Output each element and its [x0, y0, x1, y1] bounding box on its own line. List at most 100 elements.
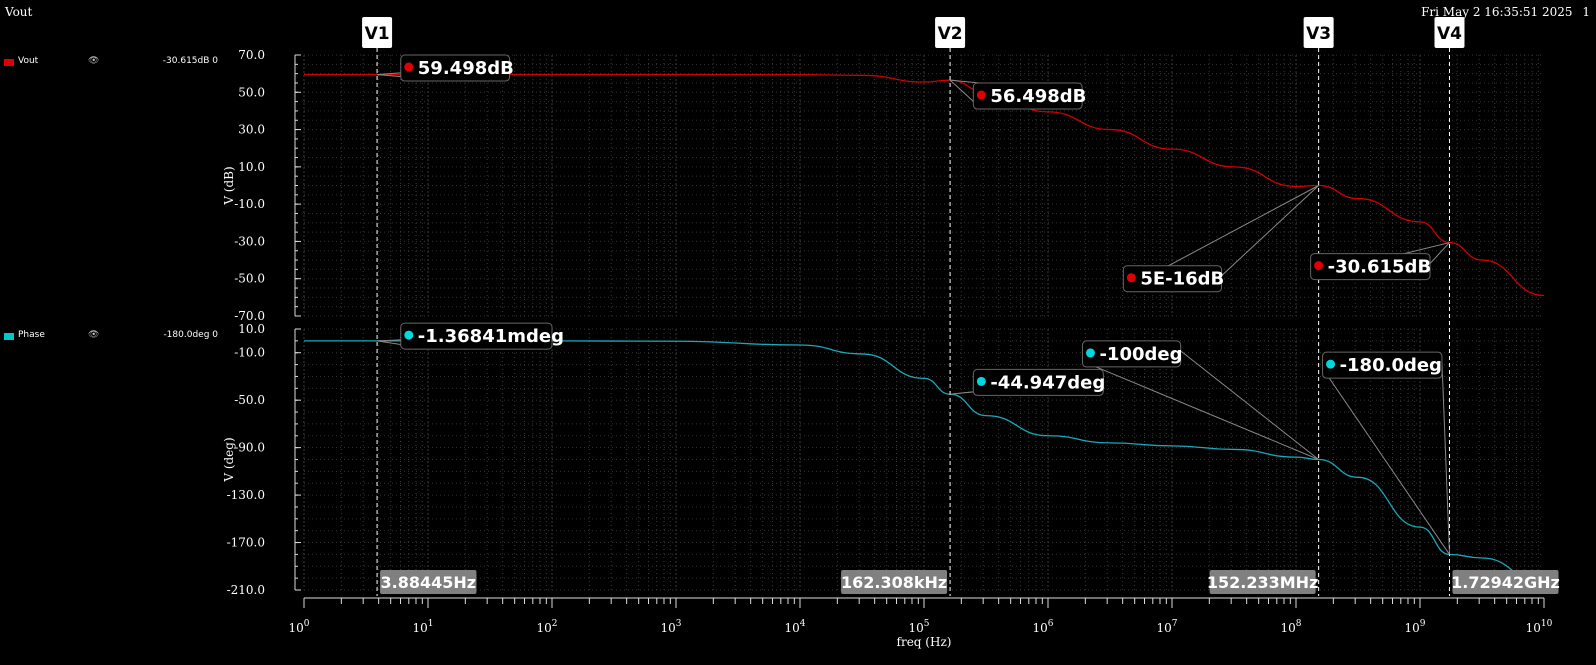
x-tick-label: 107 — [1156, 619, 1177, 635]
marker-box — [400, 54, 511, 82]
marker-dot — [976, 90, 986, 100]
legend-name: Vout — [18, 56, 39, 66]
eye-icon[interactable]: 👁 — [88, 330, 100, 340]
cursor-tag — [362, 17, 393, 48]
marker-leader — [1221, 185, 1319, 277]
x-tick-label: 1010 — [1526, 619, 1553, 635]
marker-box — [400, 322, 553, 350]
legend-name: Phase — [18, 330, 45, 340]
cursor-freq-box — [1209, 570, 1316, 594]
x-tick-exponent: 6 — [1048, 619, 1054, 629]
marker-leader — [377, 74, 405, 78]
marker-dot — [1126, 273, 1136, 283]
x-tick-label: 106 — [1032, 619, 1053, 635]
marker-label[interactable]: 5E-16dB — [1122, 185, 1319, 293]
cursor-v2[interactable]: V2 162.308kHz — [841, 17, 966, 596]
legend-item-phase[interactable]: Phase 👁 -180.0deg 0 — [0, 330, 220, 344]
marker-text: -100deg — [1099, 344, 1182, 365]
marker-text: 59.498dB — [418, 58, 514, 79]
marker-label[interactable]: -1.36841mdeg — [377, 322, 564, 350]
legend-item-vout[interactable]: Vout 👁 -30.615dB 0 — [0, 56, 220, 70]
cursor-tag-label: V1 — [365, 24, 390, 44]
x-tick-label: 100 — [288, 619, 309, 635]
marker-box — [1310, 253, 1431, 281]
cursor-tag — [935, 17, 966, 48]
marker-label[interactable]: -180.0deg — [1322, 351, 1450, 555]
x-tick-exponent: 8 — [1296, 619, 1302, 629]
marker-dot — [1085, 348, 1095, 358]
cursor-freq-label: 162.308kHz — [841, 573, 947, 592]
legend-swatch — [4, 333, 14, 340]
marker-leader — [1180, 350, 1319, 460]
legend-value: -180.0deg 0 — [163, 330, 218, 340]
marker-leader — [949, 79, 978, 106]
x-tick-exponent: 1 — [428, 619, 434, 629]
y-axis-label: V (dB) — [222, 166, 236, 205]
cursor-v3[interactable]: V3 152.233MHz — [1207, 17, 1334, 596]
marker-text: -1.36841mdeg — [418, 326, 564, 347]
cursor-freq-label: 3.88445Hz — [380, 573, 476, 592]
cursor-freq-label: 1.72942GHz — [1451, 573, 1560, 592]
y-tick-label: 30.0 — [238, 123, 265, 137]
timestamp-text: Fri May 2 16:35:51 2025 — [1421, 5, 1573, 19]
y-tick-label: 10.0 — [238, 322, 265, 336]
y-tick-label: -50.0 — [234, 272, 265, 286]
x-tick-exponent: 5 — [924, 619, 930, 629]
cursor-freq-box — [380, 570, 477, 594]
x-tick-exponent: 2 — [552, 619, 558, 629]
marker-leader — [1441, 362, 1450, 555]
eye-icon[interactable]: 👁 — [88, 56, 100, 66]
panel-magnitude: 70.0 50.0 30.0 10.0 -10.0 -30.0 -50.0 -70.0 V (d… — [222, 48, 1545, 323]
series-line-phase — [304, 340, 1545, 585]
marker-dot — [976, 376, 986, 386]
marker-text: -180.0deg — [1340, 355, 1442, 376]
marker-box — [972, 82, 1083, 110]
window-title: Vout — [5, 5, 33, 19]
marker-dot — [404, 330, 414, 340]
x-tick-exponent: 7 — [1172, 619, 1178, 629]
marker-box — [1081, 340, 1182, 368]
x-tick-label: 105 — [908, 619, 929, 635]
y-tick-label: -170.0 — [227, 536, 265, 550]
y-tick-label: 10.0 — [238, 160, 265, 174]
x-tick-exponent: 9 — [1420, 619, 1426, 629]
marker-leader — [1086, 362, 1319, 460]
x-tick-exponent: 3 — [676, 619, 682, 629]
marker-leader — [1326, 373, 1450, 555]
y-tick-label: -90.0 — [234, 441, 265, 455]
marker-dot — [404, 62, 414, 72]
marker-text: -44.947deg — [990, 372, 1105, 393]
marker-label[interactable]: 56.498dB — [949, 79, 1086, 110]
x-tick-label: 101 — [412, 619, 433, 635]
x-tick-label: 109 — [1404, 619, 1425, 635]
y-tick-label: 70.0 — [238, 48, 265, 62]
marker-leader — [1429, 242, 1450, 264]
page-number: 1 — [1582, 5, 1590, 19]
marker-box — [1322, 351, 1443, 379]
marker-leader — [377, 340, 405, 346]
x-tick-exponent: 4 — [800, 619, 806, 629]
cursor-freq-box — [1452, 570, 1559, 594]
marker-label[interactable]: -30.615dB — [1310, 242, 1450, 281]
y-tick-label: -210.0 — [227, 583, 265, 597]
marker-label[interactable]: 59.498dB — [377, 54, 514, 82]
y-tick-label: -10.0 — [234, 346, 265, 360]
cursor-tag — [1434, 17, 1465, 48]
x-tick-exponent: 0 — [304, 619, 310, 629]
y-tick-label: 50.0 — [238, 85, 265, 99]
cursor-v1[interactable]: V1 3.88445Hz — [362, 17, 477, 596]
marker-label[interactable]: -44.947deg — [950, 368, 1105, 396]
marker-label[interactable]: -100deg — [1081, 340, 1319, 460]
marker-dot — [1326, 359, 1336, 369]
marker-dot — [1314, 261, 1324, 271]
marker-text: -30.615dB — [1328, 257, 1432, 278]
series-line-vout — [304, 73, 1545, 297]
cursor-v4[interactable]: V4 1.72942GHz — [1434, 17, 1560, 596]
cursor-freq-box — [841, 570, 948, 594]
marker-box — [1122, 265, 1223, 293]
marker-text: 5E-16dB — [1140, 269, 1224, 290]
y-tick-label: -70.0 — [234, 309, 265, 323]
cursor-tag-label: V2 — [938, 24, 963, 44]
